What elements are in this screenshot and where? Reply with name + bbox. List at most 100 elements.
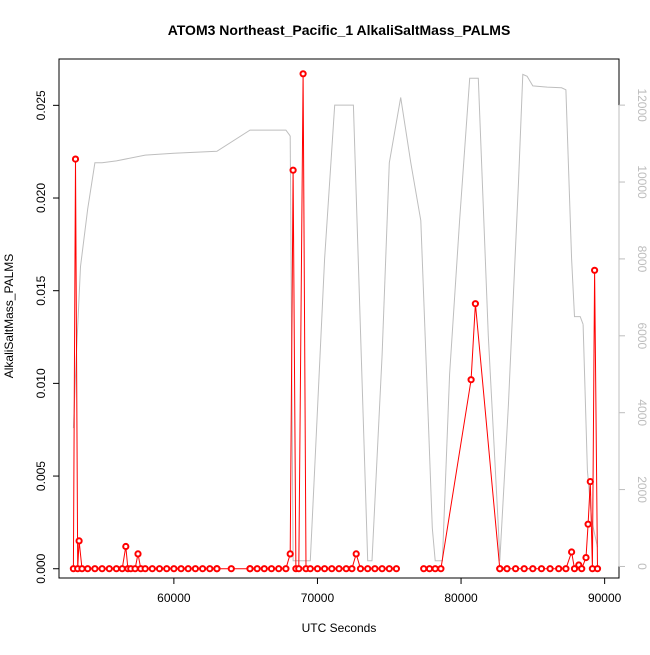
y-tick-label: 0.025	[34, 90, 48, 120]
secondary-series-line	[289, 73, 584, 562]
data-point	[512, 565, 520, 573]
data-point	[112, 565, 121, 573]
data-point	[437, 565, 445, 573]
data-point	[105, 565, 113, 573]
data-point	[342, 565, 350, 573]
data-point	[91, 565, 99, 573]
data-point	[335, 565, 343, 573]
data-point	[546, 565, 554, 573]
data-point	[131, 565, 139, 573]
data-point	[467, 376, 475, 384]
data-point	[321, 565, 329, 573]
data-point	[568, 548, 576, 556]
y-tick-label: 0.005	[34, 461, 48, 491]
data-point	[213, 565, 221, 573]
series-line	[250, 73, 397, 570]
data-point	[503, 565, 511, 573]
data-point	[253, 565, 261, 573]
data-point	[98, 565, 106, 573]
x-tick-label: 80000	[444, 591, 478, 605]
x-axis-label: UTC Seconds	[302, 621, 377, 635]
data-point	[582, 554, 590, 562]
data-point	[570, 565, 579, 573]
data-point	[496, 565, 504, 573]
y-tick-label: 0.010	[34, 368, 48, 398]
data-point	[420, 565, 428, 573]
data-point	[184, 565, 192, 573]
y2-tick-label: 4000	[635, 399, 649, 426]
x-tick-label: 90000	[588, 591, 622, 605]
data-point	[520, 565, 528, 573]
data-point	[378, 565, 386, 573]
data-point	[71, 155, 80, 163]
y-tick-label: 0.000	[34, 553, 48, 583]
data-point	[134, 550, 142, 558]
y2-tick-label: 10000	[635, 165, 649, 199]
y2-tick-label: 2000	[635, 476, 649, 503]
x-tick-label: 70000	[301, 591, 335, 605]
data-point	[155, 565, 164, 573]
y2-tick-label: 8000	[635, 246, 649, 273]
secondary-y-axis: 0 2000 4000 6000 8000 10000 12000	[618, 88, 649, 570]
data-point	[586, 478, 594, 486]
data-point	[282, 565, 290, 573]
x-axis: 60000 70000 80000 90000	[157, 577, 622, 605]
data-point	[578, 565, 586, 573]
data-point	[348, 565, 356, 573]
data-point	[385, 565, 393, 573]
y-axis-label: AlkaliSaltMass_PALMS	[2, 254, 16, 379]
data-point	[286, 550, 294, 558]
data-point	[537, 565, 546, 573]
data-point	[260, 565, 268, 573]
data-point	[118, 565, 126, 573]
data-point	[177, 565, 185, 573]
y2-tick-label: 6000	[635, 322, 649, 349]
data-point	[170, 565, 178, 573]
plot-area	[69, 70, 602, 573]
series-line	[72, 159, 217, 570]
data-point	[75, 537, 83, 545]
data-point	[352, 550, 360, 558]
data-point	[295, 565, 303, 573]
chart-title: ATOM3 Northeast_Pacific_1 AlkaliSaltMass…	[168, 22, 511, 38]
data-point	[84, 565, 92, 573]
data-point	[431, 565, 439, 573]
y-tick-label: 0.020	[34, 183, 48, 213]
data-point	[555, 565, 563, 573]
data-point	[371, 565, 379, 573]
data-point	[306, 565, 314, 573]
data-point	[246, 565, 254, 573]
y2-tick-label: 12000	[635, 88, 649, 122]
data-point	[591, 266, 599, 274]
data-point	[425, 565, 434, 573]
data-point	[227, 565, 235, 573]
data-point	[191, 565, 199, 573]
data-point	[562, 565, 570, 573]
y-tick-label: 0.015	[34, 275, 48, 305]
data-point	[471, 300, 479, 308]
secondary-series-line	[72, 129, 291, 429]
data-point	[584, 520, 592, 528]
data-point	[328, 565, 336, 573]
data-point	[163, 565, 171, 573]
data-point	[289, 166, 297, 174]
data-point	[267, 565, 276, 573]
data-point	[529, 565, 537, 573]
y-axis: 0.000 0.005 0.010 0.015 0.020 0.025	[34, 90, 60, 584]
data-point	[356, 565, 365, 573]
data-point	[141, 565, 149, 573]
data-point	[364, 565, 372, 573]
y2-tick-label: 0	[635, 563, 649, 570]
data-point	[148, 565, 156, 573]
data-point	[78, 565, 86, 573]
data-point	[275, 565, 283, 573]
data-point	[199, 565, 207, 573]
series-line	[499, 270, 598, 570]
data-point	[299, 70, 307, 78]
data-point	[122, 542, 130, 551]
data-point	[593, 565, 602, 573]
plot-frame	[58, 58, 620, 579]
data-point	[206, 565, 214, 573]
